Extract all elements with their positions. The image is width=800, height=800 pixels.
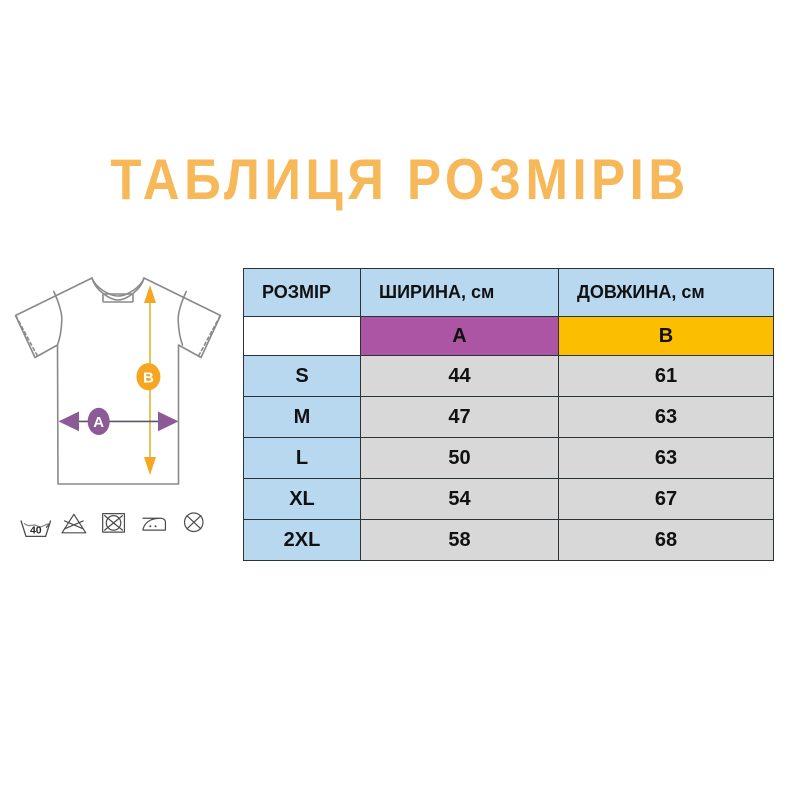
svg-text:A: A	[93, 414, 104, 431]
svg-text:B: B	[143, 369, 154, 386]
svg-text:40: 40	[30, 525, 42, 537]
